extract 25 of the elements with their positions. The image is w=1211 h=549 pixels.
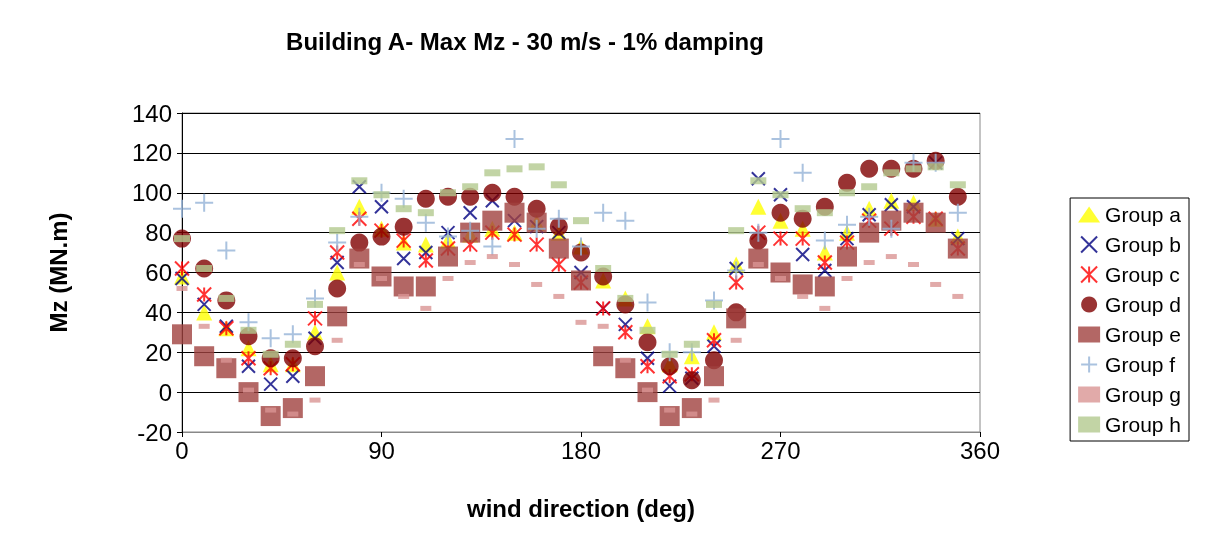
x-tick-label: 0 [175,436,189,464]
x-tick-label: 180 [560,436,602,464]
x-axis-title: wind direction (deg) [466,494,695,522]
x-tick-label: 360 [959,436,1001,464]
chart-title: Building A- Max Mz - 30 m/s - 1% damping [286,27,764,55]
y-tick-label: 80 [145,219,172,247]
x-tick-label: 270 [760,436,801,464]
y-tick-label: -20 [137,418,172,446]
y-tick-label: 0 [158,378,172,406]
legend-label: Group a [1105,203,1182,226]
x-tick-label: 90 [368,436,395,464]
legend-label: Group h [1105,413,1182,436]
legend-label: Group e [1105,323,1182,346]
y-tick-label: 40 [145,298,172,326]
y-tick-label: 100 [131,179,172,207]
y-tick-label: 120 [131,139,172,167]
y-tick-label: 140 [131,99,172,127]
legend-label: Group c [1105,263,1180,286]
legend-label: Group g [1105,383,1182,406]
legend-label: Group f [1105,353,1176,376]
legend-label: Group d [1105,293,1182,316]
y-axis-title: Mz (MN.m) [44,212,72,333]
y-tick-label: 20 [145,338,172,366]
legend-label: Group b [1105,233,1182,256]
y-tick-label: 60 [145,259,172,286]
